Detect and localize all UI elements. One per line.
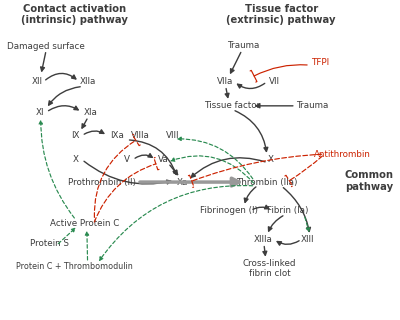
- Text: IX: IX: [71, 131, 79, 140]
- Text: Fibrin (Ia): Fibrin (Ia): [267, 206, 308, 215]
- Text: Cross-linked
fibrin clot: Cross-linked fibrin clot: [243, 259, 296, 278]
- Text: X: X: [268, 155, 274, 164]
- Text: XIIIa: XIIIa: [254, 235, 272, 244]
- Text: Damaged surface: Damaged surface: [6, 42, 84, 51]
- Text: X: X: [73, 155, 79, 164]
- Text: Antithrombin: Antithrombin: [314, 150, 371, 159]
- Text: Trauma: Trauma: [227, 41, 259, 50]
- Text: VIIIa: VIIIa: [131, 131, 150, 140]
- Text: Tissue factor: Tissue factor: [204, 101, 261, 110]
- Text: V: V: [124, 155, 130, 164]
- Text: VIIa: VIIa: [217, 77, 233, 86]
- Text: Fibrinogen (I): Fibrinogen (I): [200, 206, 258, 215]
- Text: Tissue factor
(extrinsic) pathway: Tissue factor (extrinsic) pathway: [226, 4, 336, 25]
- Text: Xa: Xa: [177, 178, 188, 187]
- Text: Thrombin (IIa): Thrombin (IIa): [236, 178, 298, 187]
- Text: XIIa: XIIa: [80, 77, 96, 86]
- Text: Protein S: Protein S: [30, 239, 69, 248]
- Text: Trauma: Trauma: [296, 101, 328, 110]
- Text: TFPI: TFPI: [311, 58, 329, 67]
- Text: Common
pathway: Common pathway: [345, 170, 394, 192]
- Text: XI: XI: [36, 108, 44, 117]
- Text: XIII: XIII: [300, 235, 314, 244]
- Text: Active Protein C: Active Protein C: [50, 219, 119, 228]
- Text: XII: XII: [32, 77, 42, 86]
- Text: Va: Va: [158, 155, 168, 164]
- Text: IXa: IXa: [110, 131, 124, 140]
- Text: Protein C + Thrombomodulin: Protein C + Thrombomodulin: [16, 262, 132, 271]
- Text: VIII: VIII: [166, 131, 180, 140]
- Text: Prothrombin (II): Prothrombin (II): [68, 178, 136, 187]
- Text: Contact activation
(intrinsic) pathway: Contact activation (intrinsic) pathway: [21, 4, 128, 25]
- Text: XIa: XIa: [84, 108, 98, 117]
- Text: VII: VII: [269, 77, 280, 86]
